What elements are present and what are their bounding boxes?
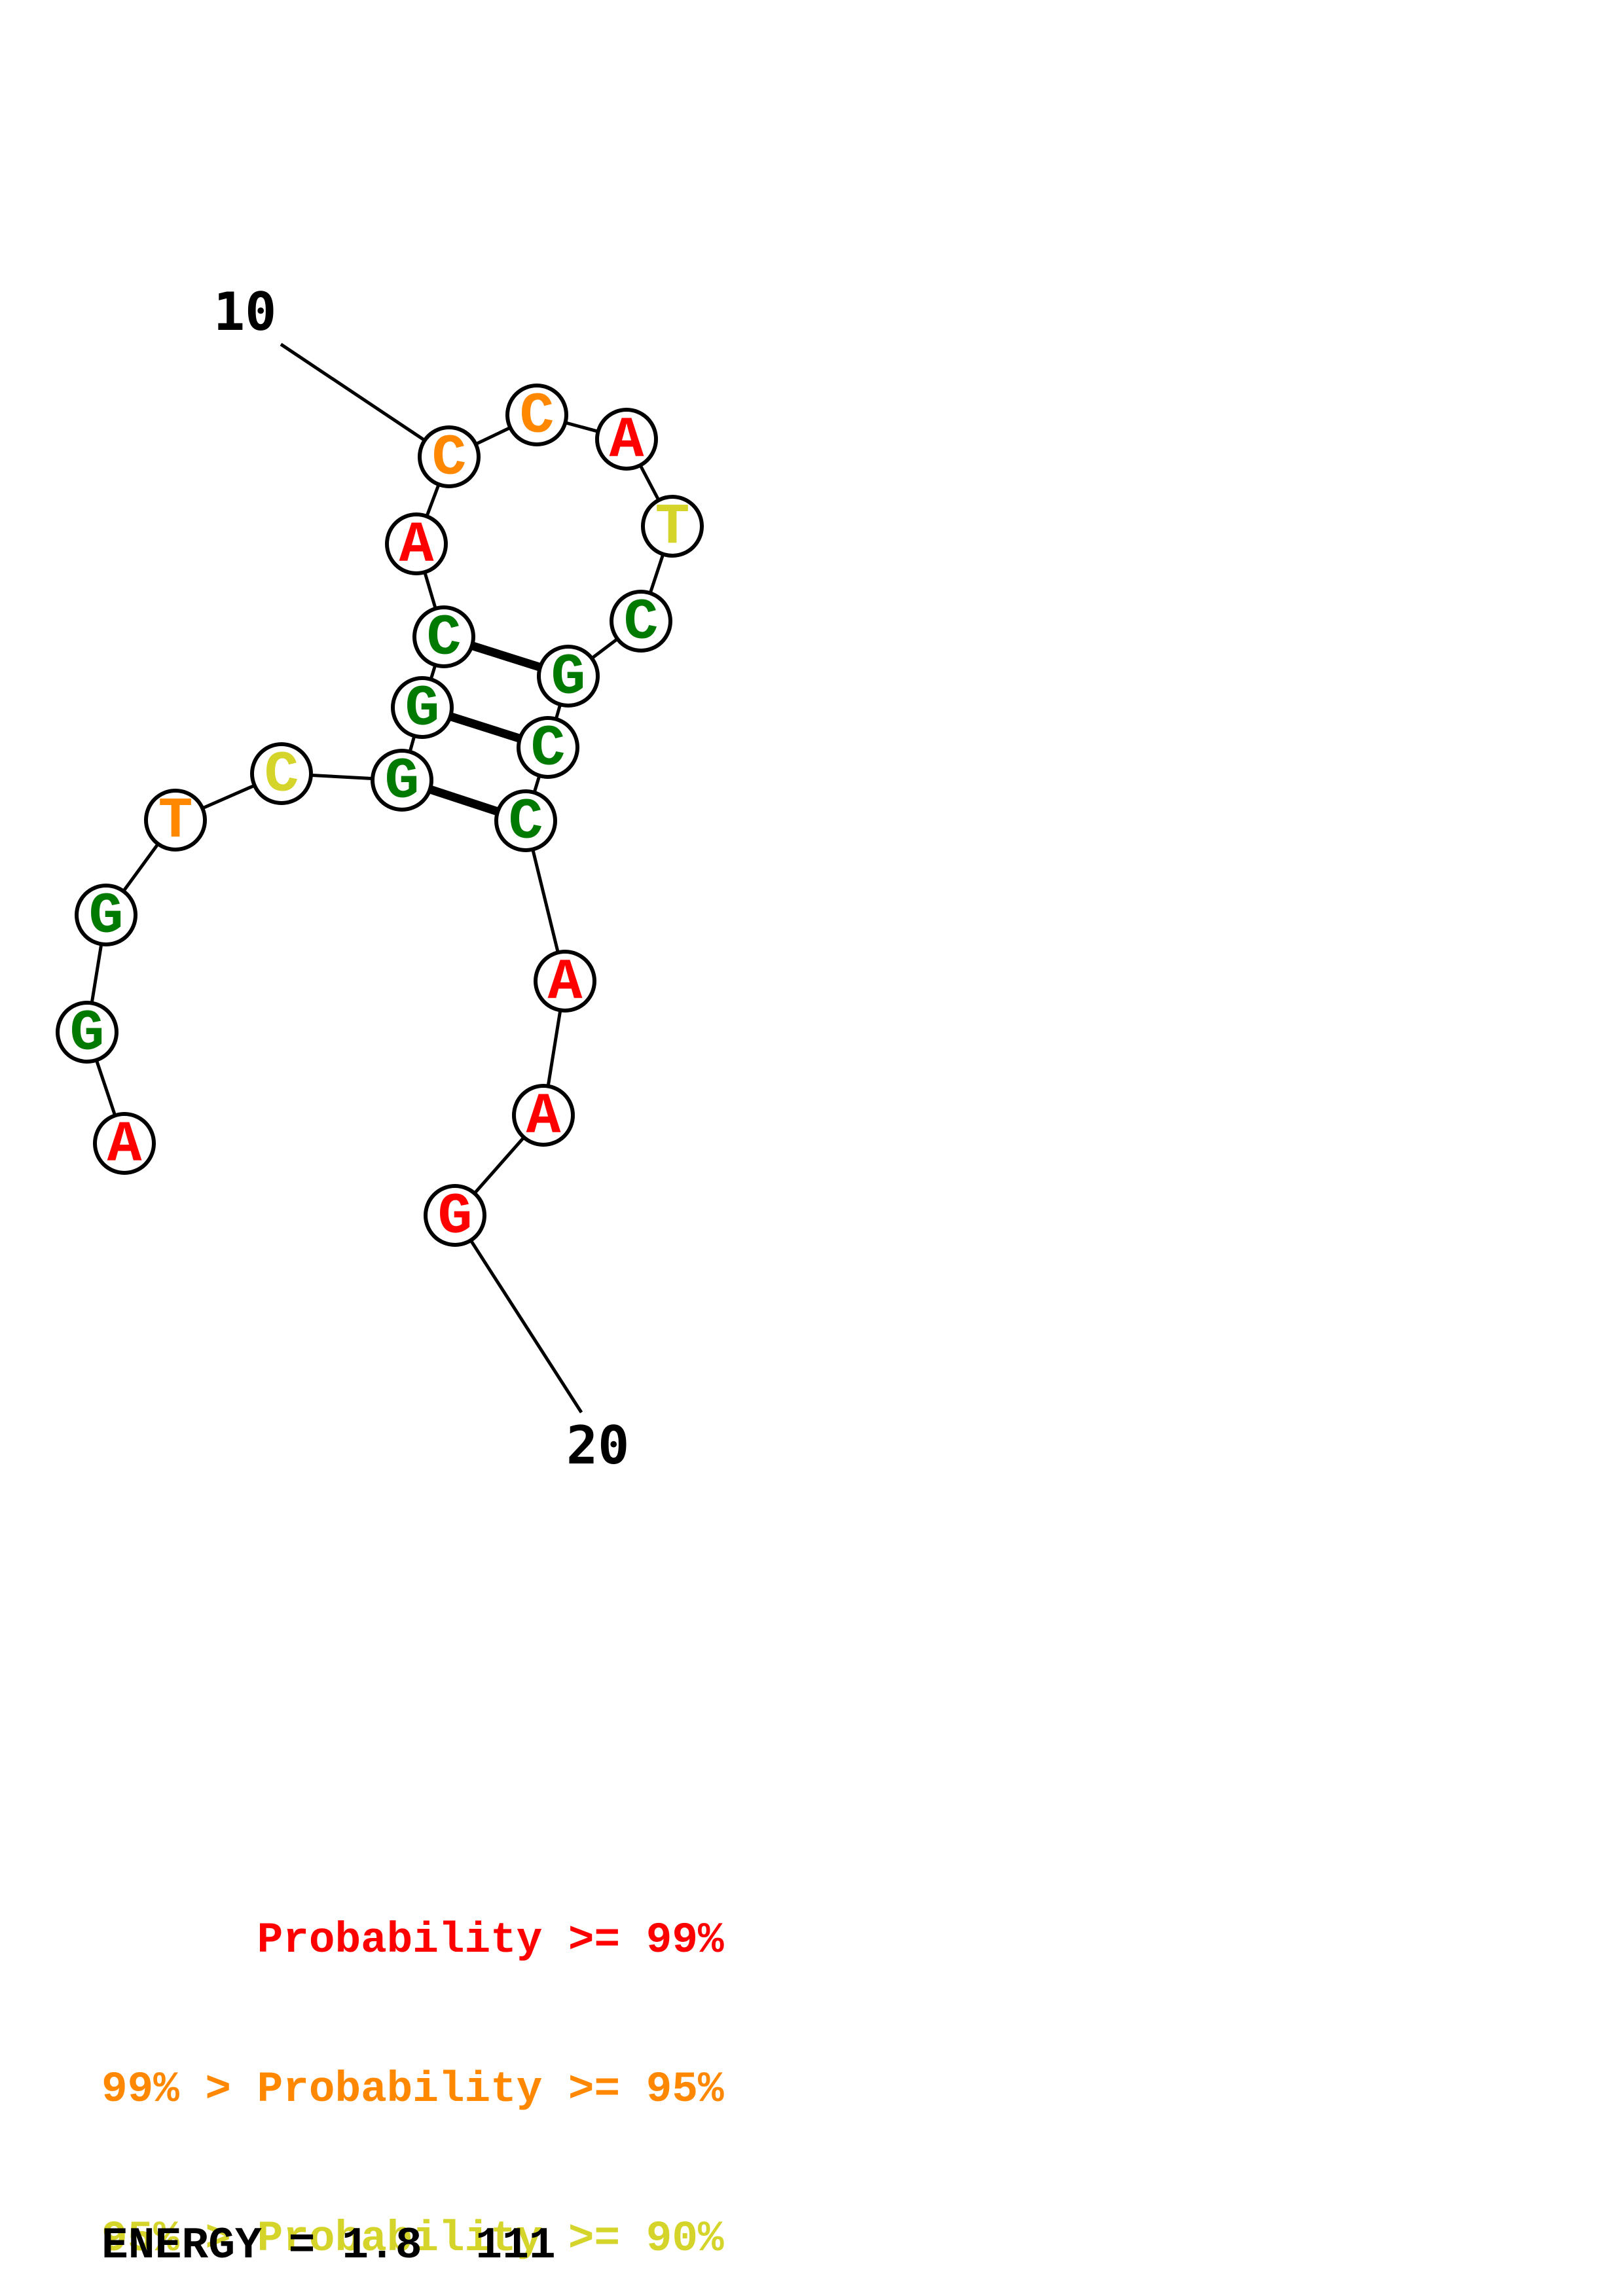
nucleotide-base-18-A: A — [548, 951, 583, 1016]
legend-row-p90: 95% > Probability >= 90% — [101, 2214, 724, 2263]
label-pointer-line — [280, 342, 426, 442]
nucleotide-base-13-T: T — [655, 496, 690, 561]
nucleotide-base-12-A: A — [610, 409, 644, 474]
nucleotide-base-17-C: C — [509, 791, 543, 855]
nucleotide-circle-19 — [512, 1084, 575, 1147]
nucleotide-base-2-G: G — [70, 1002, 105, 1067]
nucleotide-circle-7 — [391, 676, 454, 739]
nucleotide-base-10-C: C — [432, 427, 467, 492]
nucleotide-circle-5 — [250, 742, 313, 805]
nucleotide-base-15-G: G — [551, 646, 586, 711]
nucleotide-base-1-A: A — [107, 1113, 142, 1178]
legend-row-p95: 99% > Probability >= 95% — [101, 2065, 724, 2114]
nucleotide-circle-1 — [93, 1112, 156, 1175]
nucleotide-circle-13 — [641, 495, 704, 558]
nucleotide-base-14-C: C — [624, 591, 659, 656]
nucleotide-circle-6 — [371, 749, 433, 812]
nucleotide-circle-9 — [385, 512, 448, 575]
nucleotide-circle-3 — [75, 884, 137, 946]
nucleotide-circle-4 — [144, 789, 207, 852]
nucleotide-circle-14 — [610, 590, 672, 653]
nucleotide-circle-10 — [418, 425, 481, 488]
nucleotide-circle-15 — [537, 645, 600, 708]
nucleotide-base-16-C: C — [531, 717, 566, 782]
sequence-number-label-10: 10 — [213, 281, 276, 342]
nucleotide-circle-11 — [505, 384, 568, 446]
probability-legend: Probability >= 99% 99% > Probability >= … — [101, 1816, 724, 2296]
sequence-number-label-20: 20 — [566, 1415, 629, 1476]
legend-row-p99: Probability >= 99% — [101, 1916, 724, 1965]
nucleotide-circle-12 — [595, 408, 658, 471]
label-pointer-line — [469, 1239, 583, 1414]
nucleotide-base-4-T: T — [158, 790, 193, 855]
nucleotide-base-11-C: C — [520, 385, 555, 450]
nucleotide-circle-20 — [424, 1184, 486, 1247]
nucleotide-circle-2 — [56, 1001, 119, 1064]
nucleotide-base-3-G: G — [89, 885, 124, 950]
nucleotide-circle-16 — [517, 716, 579, 779]
energy-label: ENERGY = 1.8 111 — [101, 2221, 556, 2271]
nucleotide-base-20-G: G — [438, 1185, 473, 1250]
nucleotide-base-7-G: G — [405, 677, 440, 742]
nucleotide-circle-18 — [534, 950, 596, 1013]
nucleotide-base-5-C: C — [264, 744, 299, 808]
nucleotide-base-19-A: A — [526, 1085, 561, 1150]
nucleotide-base-6-G: G — [385, 750, 420, 815]
nucleotide-base-8-C: C — [427, 607, 462, 672]
nucleotide-circle-17 — [494, 789, 557, 852]
nucleotide-base-9-A: A — [399, 514, 434, 579]
nucleotide-circle-8 — [412, 605, 475, 668]
